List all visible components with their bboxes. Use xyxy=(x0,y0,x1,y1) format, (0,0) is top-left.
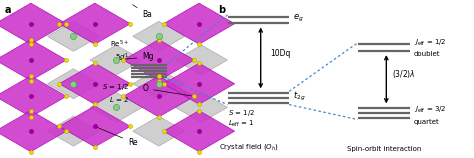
Text: Re$^{5+}$: Re$^{5+}$ xyxy=(110,39,129,50)
Polygon shape xyxy=(0,40,66,81)
Polygon shape xyxy=(90,92,142,122)
Text: $J_{\rm eff}$ = 3/2: $J_{\rm eff}$ = 3/2 xyxy=(414,105,446,115)
Text: $(3/2)\lambda$: $(3/2)\lambda$ xyxy=(392,69,416,80)
Polygon shape xyxy=(123,40,194,81)
Text: 10Dq: 10Dq xyxy=(270,49,291,58)
Text: $L$ = 2: $L$ = 2 xyxy=(109,95,129,104)
Text: doublet: doublet xyxy=(414,51,440,57)
Polygon shape xyxy=(0,3,66,44)
Text: Ba: Ba xyxy=(133,5,152,19)
Text: Re: Re xyxy=(97,128,137,147)
Polygon shape xyxy=(47,21,100,51)
Polygon shape xyxy=(133,116,185,146)
Text: $S$ = 1/2: $S$ = 1/2 xyxy=(102,82,129,92)
Text: Crystal field ($O_h$): Crystal field ($O_h$) xyxy=(219,142,279,152)
Polygon shape xyxy=(133,21,185,51)
Text: 5$d^1$: 5$d^1$ xyxy=(115,51,129,63)
Polygon shape xyxy=(0,76,66,117)
Polygon shape xyxy=(133,69,185,99)
Text: $e_g$: $e_g$ xyxy=(293,13,303,24)
Text: a: a xyxy=(5,5,11,15)
Text: $L_{\rm eff}$ = 1: $L_{\rm eff}$ = 1 xyxy=(228,119,254,129)
Text: Mg: Mg xyxy=(119,52,154,61)
Text: $S$ = 1/2: $S$ = 1/2 xyxy=(228,108,255,118)
Polygon shape xyxy=(164,3,235,44)
Polygon shape xyxy=(59,3,130,44)
Text: quartet: quartet xyxy=(414,119,439,125)
Text: b: b xyxy=(218,5,225,15)
Polygon shape xyxy=(123,76,194,117)
Polygon shape xyxy=(47,116,100,146)
Text: $J_{\rm eff}$ = 1/2: $J_{\rm eff}$ = 1/2 xyxy=(414,38,446,48)
Polygon shape xyxy=(164,111,235,152)
Polygon shape xyxy=(175,92,228,122)
Polygon shape xyxy=(59,63,130,104)
Polygon shape xyxy=(59,106,130,147)
Polygon shape xyxy=(175,45,228,75)
Polygon shape xyxy=(47,69,100,99)
Polygon shape xyxy=(0,111,66,152)
Polygon shape xyxy=(164,63,235,104)
Text: O: O xyxy=(142,84,191,96)
Text: $t_{2g}$: $t_{2g}$ xyxy=(293,90,305,103)
Polygon shape xyxy=(90,45,142,75)
Text: Spin-orbit interaction: Spin-orbit interaction xyxy=(347,146,421,152)
